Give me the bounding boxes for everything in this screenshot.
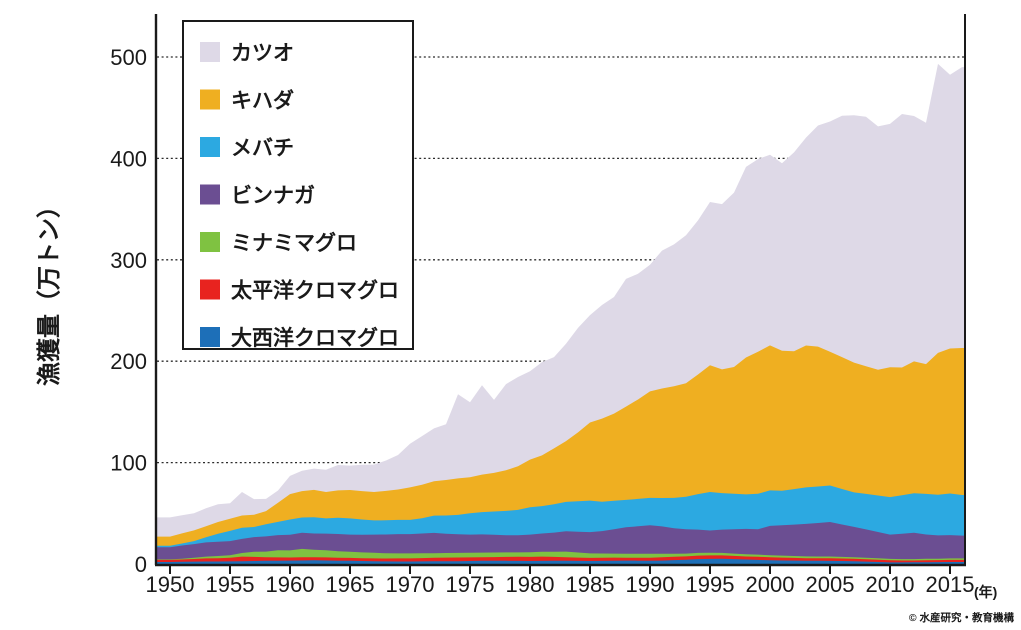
area-taiseiyo-kuromaguro — [156, 558, 965, 565]
legend-swatch-minami-maguro — [200, 232, 220, 252]
legend-label-taiheiyo-kuromaguro: 太平洋クロマグロ — [231, 279, 399, 303]
legend-label-binnaga: ビンナガ — [231, 185, 315, 208]
y-tick-label-300: 300 — [110, 248, 147, 273]
legend-label-taiseiyo-kuromaguro: 大西洋クロマグロ — [231, 326, 399, 350]
y-tick-label-200: 200 — [110, 349, 147, 374]
legend-swatch-kihada — [200, 89, 220, 110]
legend-box — [182, 20, 414, 350]
legend-item-binnaga: ビンナガ — [200, 184, 315, 208]
x-tick-label-1990: 1990 — [626, 572, 675, 597]
y-axis-title: 漁獲量（万トン） — [36, 194, 63, 386]
legend-item-mebachi: メバチ — [200, 137, 294, 160]
y-tick-label-100: 100 — [110, 451, 147, 476]
legend-swatch-mebachi — [200, 137, 220, 157]
y-tick-label-0: 0 — [135, 552, 147, 577]
y-tick-label-500: 500 — [110, 45, 147, 70]
stacked-areas — [156, 63, 965, 566]
legend-item-kihada: キハダ — [200, 89, 294, 113]
legend-swatch-binnaga — [200, 184, 220, 205]
x-tick-label-1950: 1950 — [146, 572, 195, 597]
legend-label-kihada: キハダ — [231, 89, 294, 113]
x-tick-label-2015: 2015 — [926, 572, 975, 597]
x-tick-label-1955: 1955 — [206, 572, 255, 597]
x-tick-label-1985: 1985 — [566, 572, 615, 597]
x-tick-label-2000: 2000 — [746, 572, 795, 597]
legend-item-taiseiyo-kuromaguro: 大西洋クロマグロ — [200, 326, 399, 350]
legend-swatch-katsuo — [200, 42, 220, 62]
legend-swatch-taiheiyo-kuromaguro — [200, 279, 220, 300]
legend-item-katsuo: カツオ — [200, 42, 294, 65]
x-tick-label-2005: 2005 — [806, 572, 855, 597]
x-tick-label-1970: 1970 — [386, 572, 435, 597]
x-axis-unit-label: (年) — [974, 584, 997, 600]
x-tick-label-2010: 2010 — [866, 572, 915, 597]
legend-item-minami-maguro: ミナミマグロ — [200, 231, 357, 255]
x-tick-label-1960: 1960 — [266, 572, 315, 597]
legend-label-mebachi: メバチ — [231, 137, 294, 160]
y-tick-label-400: 400 — [110, 146, 147, 171]
axis-labels: 0 100 200 300 400 500 1950 1955 1960 1965 1970 1975… — [110, 45, 974, 597]
x-tick-label-1965: 1965 — [326, 572, 375, 597]
attribution: © 水産研究・教育機構 — [909, 611, 1015, 624]
x-tick-label-1995: 1995 — [686, 572, 735, 597]
legend-label-katsuo: カツオ — [231, 42, 294, 65]
axes — [154, 14, 966, 574]
x-tick-label-1975: 1975 — [446, 572, 495, 597]
x-tick-label-1980: 1980 — [506, 572, 555, 597]
legend-label-minami-maguro: ミナミマグロ — [231, 231, 357, 255]
legend-item-taiheiyo-kuromaguro: 太平洋クロマグロ — [200, 279, 399, 303]
legend-swatch-taiseiyo-kuromaguro — [200, 327, 220, 347]
